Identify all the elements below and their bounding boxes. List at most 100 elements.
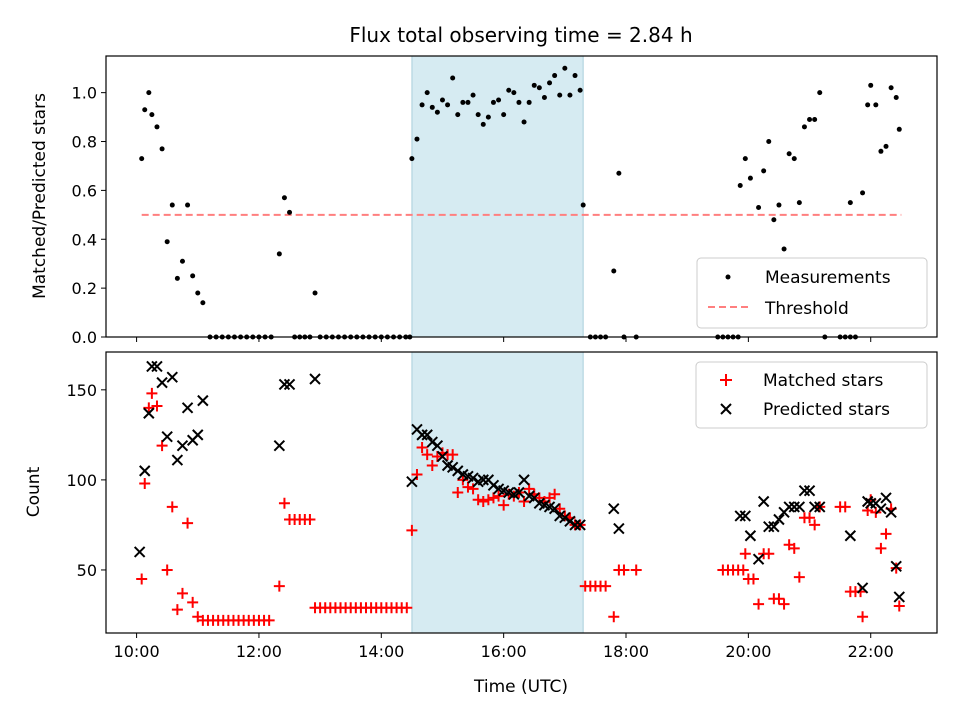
measurement-point (747, 175, 753, 181)
predicted-star-point (171, 454, 184, 466)
measurement-point (878, 148, 884, 154)
measurement-point (154, 124, 160, 130)
predicted-star-point (133, 546, 146, 558)
predicted-star-point (309, 373, 321, 385)
measurement-point (766, 139, 772, 145)
matched-star-point (554, 503, 566, 515)
measurement-point (873, 102, 879, 108)
measurement-point (179, 258, 185, 264)
predicted-star-point (768, 521, 780, 533)
matched-star-point (304, 514, 316, 526)
x-tick-label: 18:00 (603, 642, 649, 661)
bottom-legend: Matched stars Predicted stars (695, 361, 928, 429)
predicted-star-point (574, 519, 586, 531)
measurement-point (580, 202, 586, 208)
matched-star-point (161, 564, 173, 576)
matched-star-point (151, 400, 163, 412)
measurement-point (424, 90, 430, 96)
matched-star-point (793, 571, 805, 583)
matched-star-point (136, 573, 148, 585)
matched-star-point (176, 587, 188, 599)
measurement-point (761, 168, 767, 174)
predicted-star-point (176, 439, 189, 452)
measurement-point (552, 73, 558, 79)
measurement-point (475, 112, 481, 118)
matched-star-point (166, 501, 178, 513)
top-axes: 0.0 0.2 0.4 0.6 0.8 1.0 (72, 55, 938, 347)
predicted-star-point (783, 501, 795, 513)
measurement-point (562, 65, 568, 71)
matched-star-point (493, 490, 505, 502)
bottom-plot-frame (105, 351, 938, 634)
matched-star-point (857, 611, 869, 623)
measurement-point (771, 217, 777, 223)
measurement-point (312, 290, 318, 296)
predicted-star-point (788, 501, 800, 513)
matched-star-point (447, 449, 459, 461)
predicted-star-point (143, 407, 155, 419)
matched-star-point (747, 573, 759, 585)
measurement-point (812, 117, 818, 123)
predicted-star-point (477, 474, 489, 486)
top-legend-box (696, 257, 928, 329)
top-y-tick-label: 0.2 (72, 279, 97, 298)
measurement-point (786, 151, 792, 157)
measurement-point (567, 92, 573, 98)
measurement-point (200, 300, 206, 306)
measurement-point (281, 195, 287, 201)
measurement-point (287, 209, 293, 215)
matched-star-point (416, 441, 428, 453)
predicted-star-point (146, 360, 158, 373)
matched-star-point (788, 542, 800, 554)
matched-star-point (809, 519, 821, 531)
measurement-point (429, 104, 435, 110)
predicted-star-point (875, 503, 887, 515)
predicted-star-point (763, 521, 775, 533)
bottom-y-axis-label: Count (24, 466, 44, 517)
measurement-point (159, 146, 165, 152)
predicted-star-point (564, 515, 576, 528)
matched-star-point (773, 593, 785, 605)
predicted-star-point (406, 475, 418, 488)
matched-star-point (890, 562, 902, 574)
x-tick-label: 22:00 (848, 642, 894, 661)
top-y-tick-label: 0.0 (72, 328, 97, 347)
predicted-star-point (452, 465, 464, 477)
legend-matched-label: Matched stars (763, 371, 883, 391)
predicted-star-point (156, 376, 168, 389)
predicted-star-point (569, 519, 581, 531)
measurement-point (742, 156, 748, 162)
matched-star-point (401, 602, 413, 614)
predicted-star-point (467, 472, 479, 484)
bottom-y-tick-label: 100 (66, 471, 97, 490)
matched-star-point (893, 600, 905, 612)
measurement-point (174, 275, 180, 281)
measurement-point (490, 99, 496, 105)
predicted-star-point (893, 591, 905, 603)
predicted-star-point (421, 429, 433, 441)
measurement-point (485, 114, 491, 120)
matched-star-point (146, 387, 158, 399)
matched-star-point (518, 496, 530, 508)
measurement-point (536, 85, 542, 91)
matched-star-point (187, 596, 199, 608)
matched-star-point (855, 586, 867, 598)
measurement-point (883, 143, 889, 149)
predicted-star-point (739, 510, 752, 522)
measurement-point (149, 112, 155, 118)
bottom-y-tick-label: 150 (66, 381, 97, 400)
measurement-point (276, 251, 282, 257)
predicted-star-point (161, 430, 173, 443)
matched-star-point (870, 506, 882, 518)
predicted-star-point (139, 465, 151, 477)
predicted-star-point (734, 510, 746, 522)
predicted-star-point (798, 484, 811, 497)
matched-star-point (880, 528, 892, 540)
bottom-axes: 50 100 150 10:00 12:00 14:00 16:00 18:00 20:00 22… (66, 351, 938, 661)
legend-predicted-marker (720, 403, 732, 415)
predicted-star-point (844, 530, 857, 542)
matched-star-point (804, 512, 816, 524)
top-data-marks (139, 65, 902, 340)
measurement-point (737, 183, 743, 189)
legend-matched-marker (720, 374, 732, 386)
